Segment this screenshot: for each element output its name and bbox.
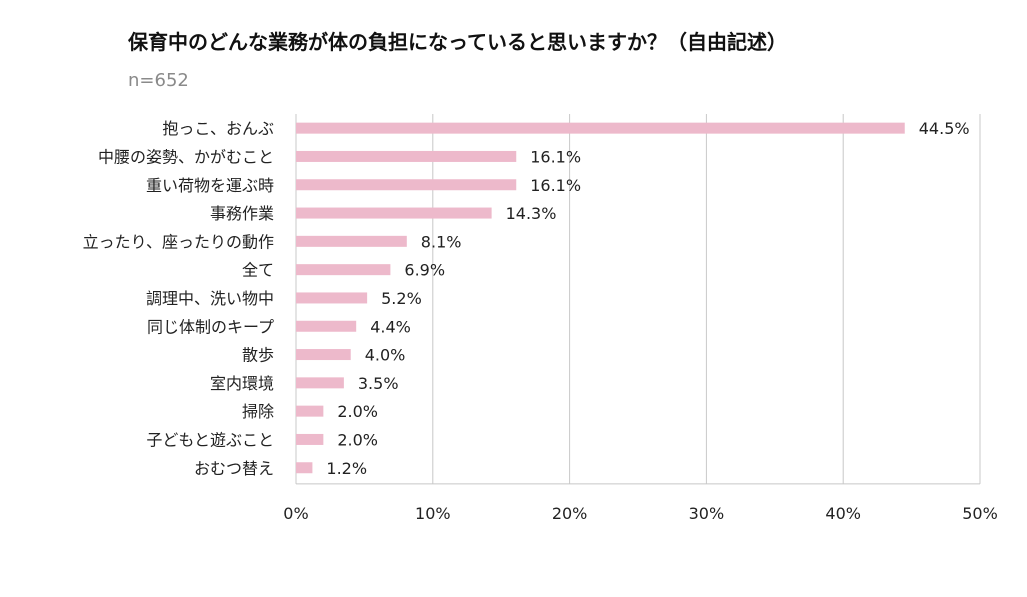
category-label: 室内環境 bbox=[210, 374, 274, 393]
x-axis-tick-labels: 0% 10% 20% 30% 40% 50% bbox=[283, 504, 997, 523]
category-label: おむつ替え bbox=[194, 459, 274, 478]
chart-subtitle: n=652 bbox=[128, 70, 189, 91]
chart-title: 保育中のどんな業務が体の負担になっていると思いますか？（自由記述） bbox=[127, 30, 787, 54]
value-label: 5.2% bbox=[381, 289, 422, 308]
bar bbox=[296, 207, 492, 219]
bar bbox=[296, 264, 391, 276]
value-label: 16.1% bbox=[530, 176, 581, 195]
category-label: 子どもと遊ぶこと bbox=[146, 430, 274, 449]
category-label: 同じ体制のキープ bbox=[147, 317, 274, 336]
x-tick-label: 20% bbox=[552, 504, 588, 523]
bar bbox=[296, 349, 351, 361]
value-label: 16.1% bbox=[530, 147, 581, 166]
x-tick-label: 50% bbox=[962, 504, 998, 523]
x-tick-label: 30% bbox=[689, 504, 725, 523]
value-label: 6.9% bbox=[404, 261, 445, 280]
value-label: 8.1% bbox=[421, 232, 462, 251]
bar bbox=[296, 292, 368, 304]
x-tick-label: 0% bbox=[283, 504, 308, 523]
bar bbox=[296, 433, 324, 445]
value-label: 14.3% bbox=[506, 204, 557, 223]
value-label: 44.5% bbox=[919, 119, 970, 138]
value-label: 4.0% bbox=[365, 346, 406, 365]
bars bbox=[296, 122, 905, 474]
category-label: 重い荷物を運ぶ時 bbox=[146, 176, 274, 195]
x-tick-label: 10% bbox=[415, 504, 451, 523]
bar bbox=[296, 377, 344, 389]
category-label: 事務作業 bbox=[210, 204, 274, 223]
bar bbox=[296, 150, 517, 162]
value-label: 3.5% bbox=[358, 374, 399, 393]
category-label: 全て bbox=[242, 261, 274, 280]
bar bbox=[296, 179, 517, 191]
category-label: 散歩 bbox=[242, 346, 274, 365]
bar bbox=[296, 235, 407, 247]
bar bbox=[296, 320, 357, 332]
bar bbox=[296, 462, 313, 474]
category-label: 調理中、洗い物中 bbox=[146, 289, 274, 308]
category-label: 抱っこ、おんぶ bbox=[162, 119, 274, 138]
value-label: 4.4% bbox=[370, 317, 411, 336]
value-label: 1.2% bbox=[326, 459, 367, 478]
x-tick-label: 40% bbox=[825, 504, 861, 523]
value-label: 2.0% bbox=[337, 430, 378, 449]
category-labels: 抱っこ、おんぶ中腰の姿勢、かがむこと重い荷物を運ぶ時事務作業立ったり、座ったりの… bbox=[83, 119, 274, 478]
value-labels: 44.5% 16.1% 16.1% 14.3% 8.1% 6.9% 5.2% 4.4% 4.0%… bbox=[326, 119, 969, 478]
bar bbox=[296, 405, 324, 417]
category-label: 中腰の姿勢、かがむこと bbox=[98, 147, 274, 166]
grid-lines bbox=[295, 114, 981, 485]
category-label: 掃除 bbox=[242, 402, 274, 421]
category-label: 立ったり、座ったりの動作 bbox=[83, 232, 274, 251]
value-label: 2.0% bbox=[337, 402, 378, 421]
bar bbox=[296, 122, 905, 134]
